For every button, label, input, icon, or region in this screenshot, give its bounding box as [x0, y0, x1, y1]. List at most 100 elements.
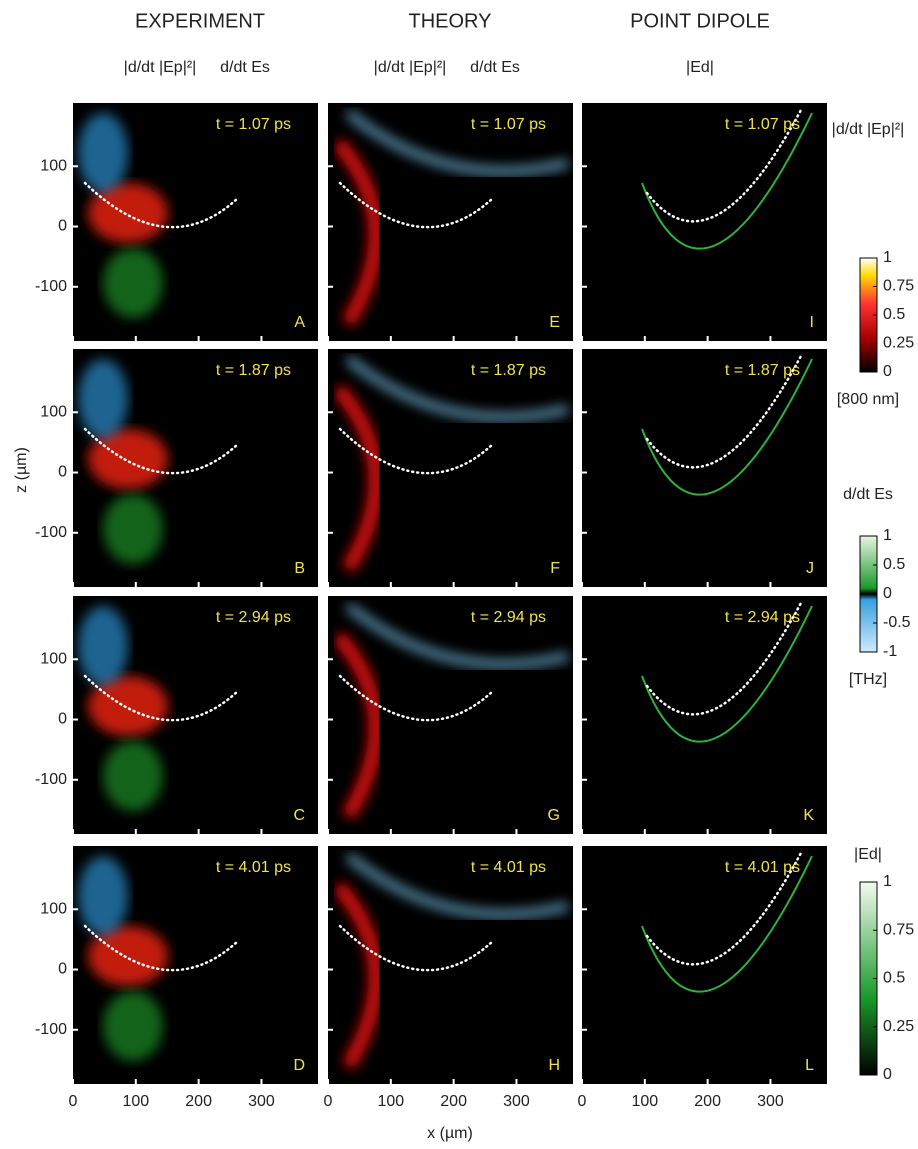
- colorbar-tick-label: 0: [883, 1066, 892, 1083]
- panel-letter: L: [805, 1057, 814, 1074]
- colorbar-tick-label: 0.5: [883, 306, 905, 323]
- z-tick-label: -100: [35, 1021, 67, 1038]
- colorbar-unit: [THz]: [849, 671, 887, 688]
- column-label: |d/dt |Ep|²|: [124, 59, 197, 76]
- trajectory: [83, 674, 240, 722]
- panel-letter: F: [550, 560, 560, 577]
- colorbar-title: |d/dt |Ep|²|: [832, 121, 905, 138]
- x-tick-label: 300: [757, 1093, 784, 1110]
- colorbar-tick-label: -0.5: [883, 614, 911, 631]
- time-label: t = 2.94 ps: [725, 609, 800, 626]
- column-title: POINT DIPOLE: [630, 10, 770, 32]
- panel-letter: B: [294, 560, 305, 577]
- colorbar-unit: [800 nm]: [837, 391, 899, 408]
- colorbar-tick-label: 0.75: [883, 921, 914, 938]
- time-label: t = 1.87 ps: [471, 362, 546, 379]
- trajectory: [338, 924, 495, 972]
- field-blob: [103, 741, 163, 811]
- field-arc: [332, 881, 383, 1070]
- time-label: t = 1.87 ps: [216, 362, 291, 379]
- field-arc: [641, 358, 813, 496]
- field-blob: [88, 676, 168, 736]
- colorbar-tick-label: -1: [883, 643, 897, 660]
- x-tick-label: 200: [185, 1093, 212, 1110]
- field-arc: [345, 852, 569, 919]
- field-blob: [78, 856, 128, 936]
- x-tick-label: 100: [631, 1093, 658, 1110]
- colorbar-tick-label: 0.5: [883, 556, 905, 573]
- trajectory: [645, 352, 804, 469]
- field-blob: [103, 248, 163, 318]
- trajectory: [83, 924, 240, 972]
- field-blob: [78, 606, 128, 686]
- field-arc: [345, 602, 569, 669]
- time-label: t = 4.01 ps: [216, 859, 291, 876]
- panel-letter: C: [293, 807, 305, 824]
- trajectory: [338, 181, 495, 229]
- column-label: |d/dt |Ep|²|: [374, 59, 447, 76]
- x-tick-label: 200: [694, 1093, 721, 1110]
- panel-letter: A: [294, 314, 305, 331]
- field-arc: [345, 109, 569, 176]
- colorbar-title: |Ed|: [854, 846, 882, 863]
- x-tick-label: 0: [324, 1093, 333, 1110]
- x-axis-label: x (µm): [427, 1125, 473, 1142]
- x-tick-label: 200: [440, 1093, 467, 1110]
- column-title: THEORY: [409, 10, 492, 32]
- x-tick-label: 300: [503, 1093, 530, 1110]
- panel-letter: G: [548, 807, 560, 824]
- column-title: EXPERIMENT: [135, 10, 265, 32]
- x-tick-label: 100: [122, 1093, 149, 1110]
- field-arc: [641, 605, 813, 743]
- trajectory: [338, 427, 495, 475]
- field-blob: [88, 183, 168, 243]
- x-tick-label: 300: [248, 1093, 275, 1110]
- panel-letter: J: [806, 560, 814, 577]
- colorbar-tick-label: 1: [883, 527, 892, 544]
- z-tick-label: -100: [35, 278, 67, 295]
- time-label: t = 4.01 ps: [725, 859, 800, 876]
- field-arc: [332, 138, 383, 327]
- colorbar-tick-label: 0: [883, 585, 892, 602]
- trajectory: [83, 181, 240, 229]
- trajectory: [645, 849, 804, 966]
- z-tick-label: -100: [35, 771, 67, 788]
- z-tick-label: 100: [40, 650, 67, 667]
- column-label: d/dt Es: [220, 59, 270, 76]
- time-label: t = 1.87 ps: [725, 362, 800, 379]
- z-tick-label: 100: [40, 900, 67, 917]
- x-tick-label: 0: [69, 1093, 78, 1110]
- panel-image: [582, 596, 827, 834]
- z-tick-label: 0: [58, 218, 67, 235]
- field-arc: [345, 355, 569, 422]
- panel-letter: D: [293, 1057, 305, 1074]
- panel-image: [582, 349, 827, 587]
- colorbar-tick-label: 0.25: [883, 335, 914, 352]
- z-tick-label: 0: [58, 961, 67, 978]
- time-label: t = 2.94 ps: [216, 609, 291, 626]
- column-label: |Ed|: [686, 59, 714, 76]
- panel-letter: E: [549, 314, 560, 331]
- z-tick-label: 100: [40, 157, 67, 174]
- trajectory: [338, 674, 495, 722]
- time-label: t = 4.01 ps: [471, 859, 546, 876]
- colorbar-tick-label: 0.75: [883, 278, 914, 295]
- z-tick-label: 100: [40, 403, 67, 420]
- time-label: t = 1.07 ps: [216, 116, 291, 133]
- x-tick-label: 0: [578, 1093, 587, 1110]
- field-blob: [88, 926, 168, 986]
- trajectory: [645, 106, 804, 223]
- time-label: t = 2.94 ps: [471, 609, 546, 626]
- colorbar-tick-label: 0.5: [883, 970, 905, 987]
- field-blob: [103, 494, 163, 564]
- field-blob: [78, 359, 128, 439]
- x-tick-label: 100: [377, 1093, 404, 1110]
- trajectory: [83, 427, 240, 475]
- panel-letter: K: [803, 807, 814, 824]
- y-axis-label: z (µm): [13, 447, 30, 493]
- colorbar-title: d/dt Es: [843, 486, 893, 503]
- colorbar-tick-label: 1: [883, 249, 892, 266]
- panel-image: [582, 103, 827, 341]
- panel-letter: H: [548, 1057, 560, 1074]
